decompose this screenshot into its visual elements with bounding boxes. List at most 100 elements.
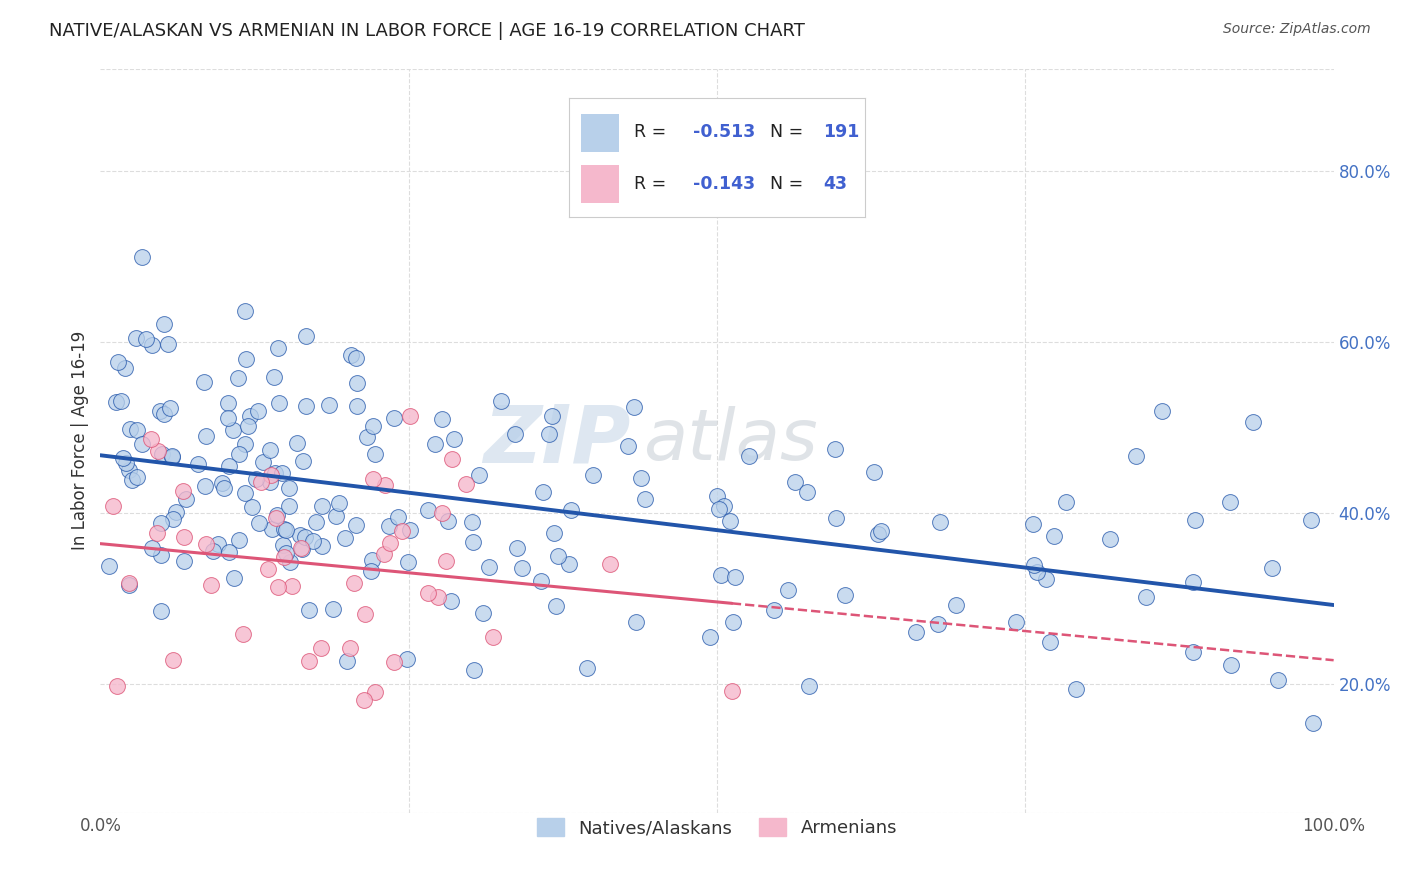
Point	[1022, 558, 1045, 573]
Point	[384, 655, 406, 669]
Point	[264, 511, 287, 525]
Point	[278, 499, 301, 513]
Point	[398, 409, 420, 424]
Point	[1267, 673, 1289, 687]
Point	[263, 370, 285, 384]
Point	[378, 536, 401, 550]
Point	[825, 511, 848, 525]
Point	[294, 529, 316, 543]
Point	[290, 528, 312, 542]
Point	[1219, 658, 1241, 673]
Point	[541, 409, 564, 423]
Point	[125, 470, 148, 484]
Point	[1039, 635, 1062, 649]
Point	[172, 483, 194, 498]
Point	[762, 603, 785, 617]
Point	[318, 398, 340, 412]
Point	[721, 684, 744, 698]
Point	[149, 548, 172, 562]
Point	[162, 653, 184, 667]
Point	[364, 685, 387, 699]
Point	[354, 607, 377, 621]
Point	[432, 411, 454, 425]
Point	[391, 524, 413, 538]
Point	[173, 530, 195, 544]
Point	[214, 481, 236, 495]
Point	[346, 376, 368, 390]
Point	[222, 423, 245, 437]
Point	[311, 539, 333, 553]
Point	[738, 449, 761, 463]
Point	[153, 407, 176, 421]
Point	[353, 693, 375, 707]
Point	[103, 500, 125, 514]
Point	[266, 508, 288, 522]
Point	[246, 403, 269, 417]
Text: ZIP: ZIP	[484, 401, 631, 480]
Point	[395, 651, 418, 665]
Point	[1302, 715, 1324, 730]
Point	[617, 439, 640, 453]
Point	[165, 505, 187, 519]
Point	[799, 679, 821, 693]
Point	[560, 503, 582, 517]
Point	[904, 625, 927, 640]
Point	[131, 250, 153, 264]
Point	[503, 427, 526, 442]
Point	[339, 348, 361, 362]
Point	[468, 467, 491, 482]
Point	[226, 371, 249, 385]
Point	[150, 604, 173, 618]
Point	[194, 428, 217, 442]
Point	[194, 537, 217, 551]
Point	[112, 451, 135, 466]
Point	[416, 585, 439, 599]
Point	[200, 578, 222, 592]
Point	[441, 452, 464, 467]
Point	[472, 606, 495, 620]
Point	[150, 447, 173, 461]
Point	[699, 630, 721, 644]
Point	[437, 515, 460, 529]
Point	[240, 500, 263, 514]
Point	[201, 543, 224, 558]
Point	[218, 545, 240, 559]
Point	[107, 355, 129, 369]
Point	[454, 477, 477, 491]
Point	[278, 481, 301, 495]
Point	[217, 410, 239, 425]
Point	[1022, 516, 1045, 531]
Text: NATIVE/ALASKAN VS ARMENIAN IN LABOR FORCE | AGE 16-19 CORRELATION CHART: NATIVE/ALASKAN VS ARMENIAN IN LABOR FORC…	[49, 22, 806, 40]
Point	[298, 603, 321, 617]
Point	[162, 449, 184, 463]
Point	[1005, 615, 1028, 629]
Point	[834, 588, 856, 602]
Point	[718, 514, 741, 528]
Point	[211, 475, 233, 490]
Point	[325, 508, 347, 523]
Point	[531, 485, 554, 500]
Point	[374, 478, 396, 492]
Point	[193, 375, 215, 389]
Point	[439, 594, 461, 608]
Point	[274, 523, 297, 537]
Point	[121, 473, 143, 487]
Point	[1181, 574, 1204, 589]
Point	[544, 599, 567, 613]
Point	[131, 437, 153, 451]
Point	[1125, 449, 1147, 463]
Point	[382, 410, 405, 425]
Point	[270, 466, 292, 480]
Point	[489, 393, 512, 408]
Point	[322, 602, 344, 616]
Point	[582, 467, 605, 482]
Point	[1261, 561, 1284, 575]
Point	[387, 510, 409, 524]
Point	[115, 456, 138, 470]
Point	[245, 471, 267, 485]
Point	[259, 475, 281, 489]
Point	[862, 465, 884, 479]
Point	[290, 541, 312, 556]
Point	[709, 568, 731, 582]
Point	[461, 515, 484, 529]
